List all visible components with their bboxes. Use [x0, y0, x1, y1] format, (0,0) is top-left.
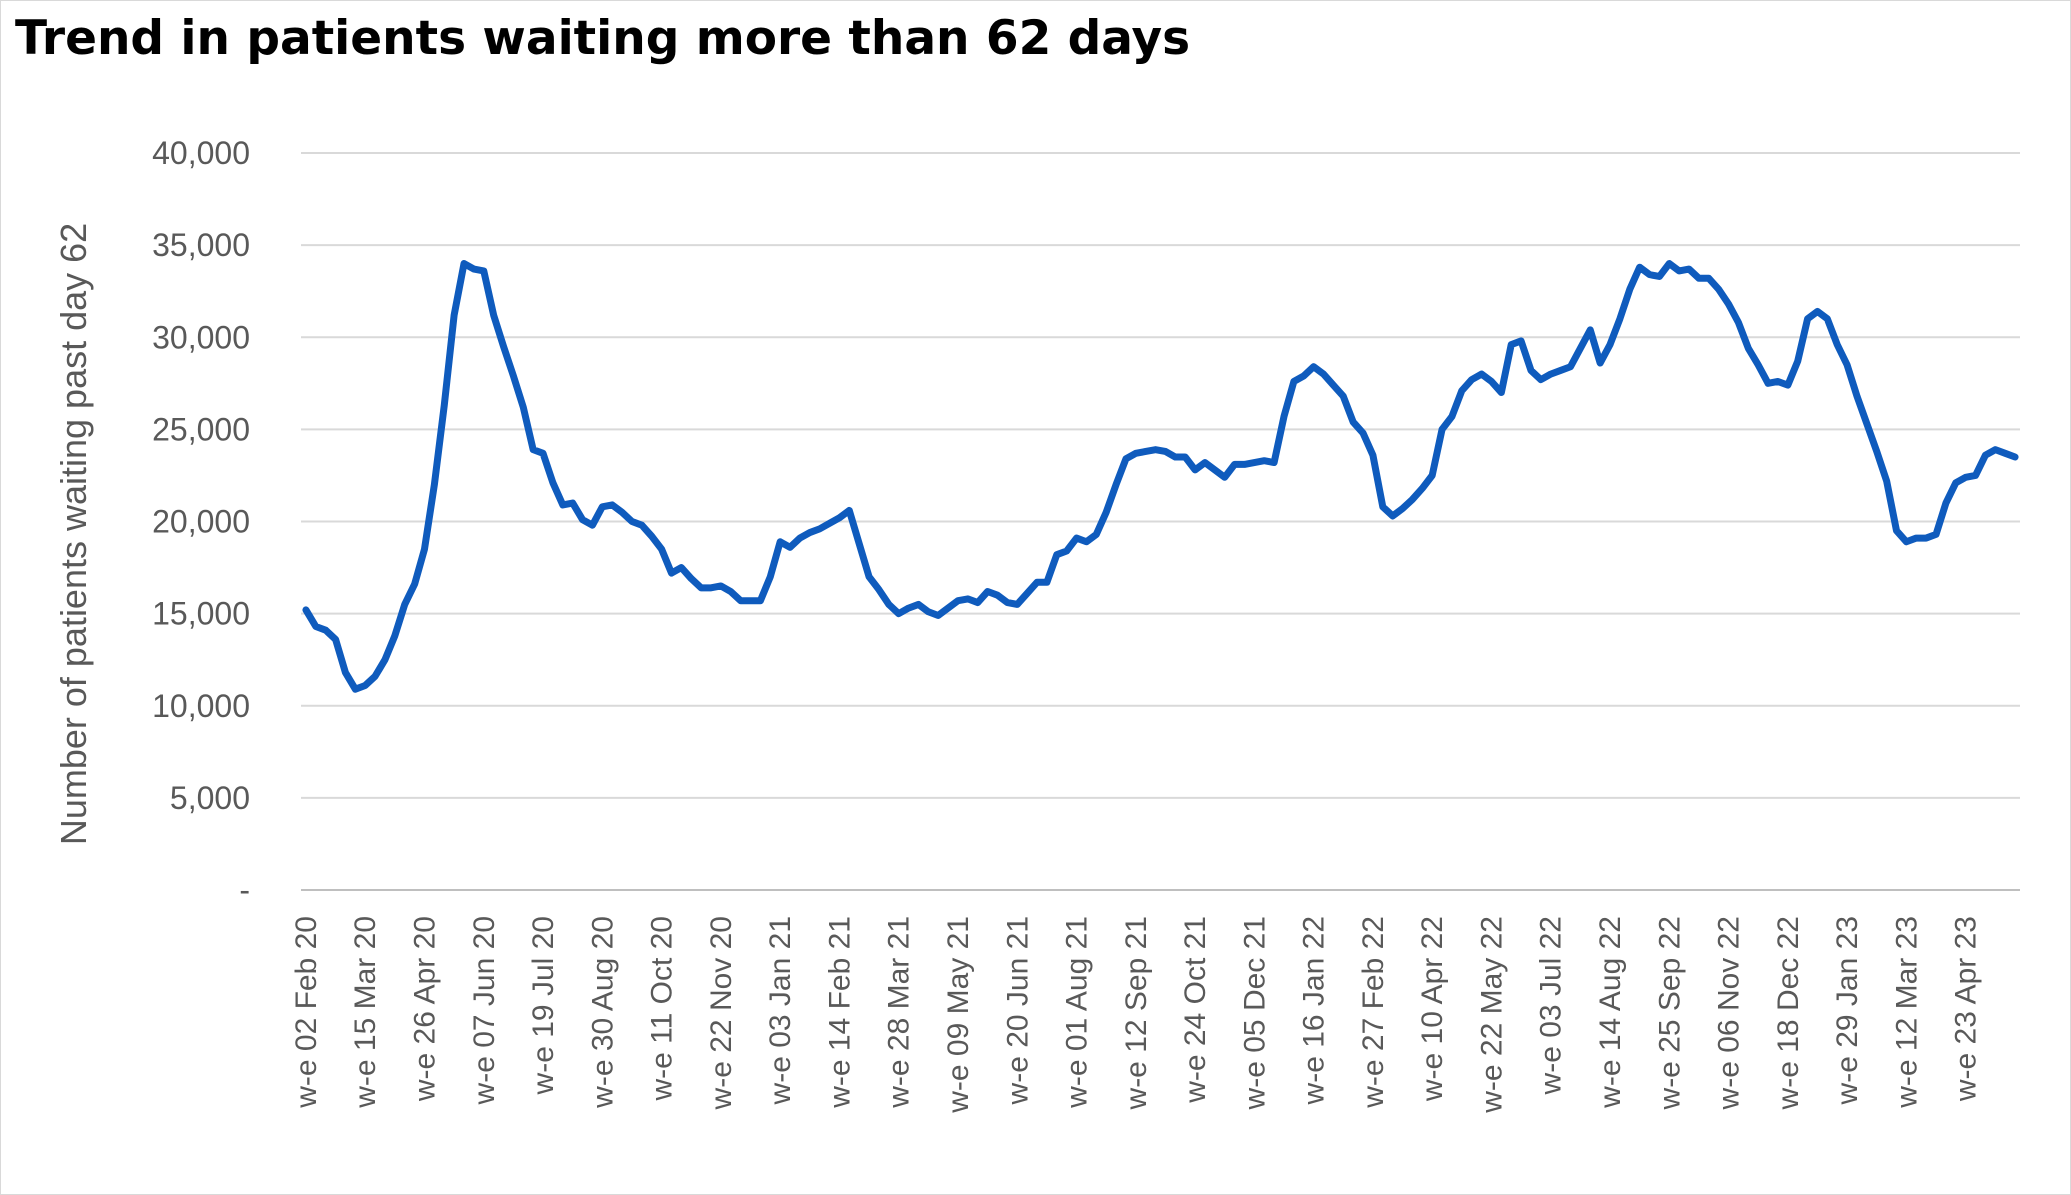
x-tick-label: w-e 29 Jan 23 [1831, 916, 1864, 1105]
x-tick-label: w-e 07 Jun 20 [468, 916, 501, 1105]
y-tick-label: 5,000 [170, 780, 250, 816]
x-tick-label: w-e 24 Oct 21 [1179, 916, 1212, 1104]
x-tick-label: w-e 19 Jul 20 [527, 916, 560, 1095]
x-axis-ticks: w-e 02 Feb 20 w-e 15 Mar 20 w-e 26 Apr 20 w… [290, 916, 1983, 1114]
chart-title: Trend in patients waiting more than 62 d… [15, 11, 1191, 66]
x-tick-label: w-e 22 Nov 20 [705, 916, 738, 1110]
x-tick-label: w-e 06 Nov 22 [1713, 916, 1746, 1110]
y-axis-ticks: - 5,000 10,000 15,000 20,000 25,000 30,000 35,0… [152, 135, 250, 908]
x-tick-label: w-e 18 Dec 22 [1772, 916, 1805, 1110]
x-tick-label: w-e 20 Jun 21 [1001, 916, 1034, 1105]
x-tick-label: w-e 22 May 22 [1475, 916, 1508, 1114]
y-tick-label: 30,000 [152, 319, 250, 355]
y-tick-label: 25,000 [152, 411, 250, 447]
grid-lines [301, 152, 2020, 799]
y-tick-label: 35,000 [152, 227, 250, 263]
x-tick-label: w-e 05 Dec 21 [1238, 916, 1271, 1110]
y-tick-label: 40,000 [152, 135, 250, 171]
x-tick-label: w-e 11 Oct 20 [646, 916, 679, 1102]
x-tick-label: w-e 09 May 21 [942, 916, 975, 1114]
y-tick-label: 10,000 [152, 688, 250, 724]
x-tick-label: w-e 23 Apr 23 [1950, 916, 1983, 1102]
x-tick-label: w-e 03 Jan 21 [764, 916, 797, 1105]
x-tick-label: w-e 26 Apr 20 [408, 916, 441, 1102]
x-tick-label: w-e 15 Mar 20 [349, 916, 382, 1109]
x-tick-label: w-e 28 Mar 21 [883, 916, 916, 1109]
x-tick-label: w-e 12 Sep 21 [1120, 916, 1153, 1110]
x-tick-label: w-e 16 Jan 22 [1298, 916, 1331, 1105]
x-tick-label: w-e 10 Apr 22 [1416, 916, 1449, 1102]
y-tick-label: 15,000 [152, 596, 250, 632]
series-line [302, 260, 2019, 693]
x-tick-label: w-e 27 Feb 22 [1357, 916, 1390, 1109]
x-tick-label: w-e 14 Feb 21 [823, 916, 856, 1109]
x-tick-label: w-e 02 Feb 20 [290, 916, 323, 1109]
x-tick-label: w-e 03 Jul 22 [1535, 916, 1568, 1095]
x-tick-label: w-e 30 Aug 20 [586, 916, 619, 1109]
y-tick-label: - [239, 872, 250, 908]
y-tick-label: 20,000 [152, 504, 250, 540]
x-tick-label: w-e 01 Aug 21 [1061, 916, 1094, 1109]
y-axis-label: Number of patients waiting past day 62 [53, 223, 94, 845]
x-tick-label: w-e 12 Mar 23 [1890, 916, 1923, 1109]
x-tick-label: w-e 14 Aug 22 [1594, 916, 1627, 1109]
x-tick-label: w-e 25 Sep 22 [1653, 916, 1686, 1110]
